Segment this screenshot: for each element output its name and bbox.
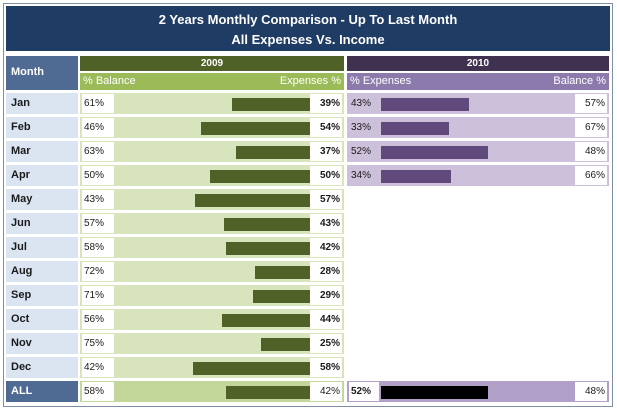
total-label: ALL xyxy=(6,381,78,402)
cell-2010: 33% 67% xyxy=(347,117,609,138)
expense-bar-2009 xyxy=(225,242,312,255)
month-column-header: Month xyxy=(6,56,78,90)
cell-2009: 57% 43% xyxy=(80,213,344,234)
expenses-pct-2010: 33% xyxy=(351,122,372,133)
expenses-pct-2009: 42% xyxy=(310,238,342,257)
balance-pct-2009: 75% xyxy=(82,334,114,353)
balance-pct-2009: 42% xyxy=(82,358,114,377)
expense-bar-2009 xyxy=(209,170,312,183)
expense-bar-2009 xyxy=(201,122,312,135)
expense-bar-2009 xyxy=(254,266,312,279)
cell-2009: 71% 29% xyxy=(80,285,344,306)
expense-bar-2009 xyxy=(236,146,312,159)
expense-bar-2009 xyxy=(195,194,312,207)
expense-bar-2010 xyxy=(381,386,488,399)
expense-bar-2009 xyxy=(223,218,312,231)
month-label: Feb xyxy=(6,117,78,138)
expenses-header-2009: Expenses % xyxy=(279,75,341,87)
expense-bar-2009 xyxy=(252,290,312,303)
expense-bar-2010 xyxy=(381,170,451,183)
balance-pct-2009: 58% xyxy=(82,382,114,401)
expenses-pct-2009: 39% xyxy=(310,94,342,113)
balance-pct-2009: 61% xyxy=(82,94,114,113)
expenses-pct-2009: 58% xyxy=(310,358,342,377)
expenses-pct-2009: 29% xyxy=(310,286,342,305)
balance-pct-2009: 43% xyxy=(82,190,114,209)
cell-2009: 58% 42% xyxy=(80,237,344,258)
balance-header-2009: % Balance xyxy=(83,75,136,87)
year-2010-header: 2010 xyxy=(347,56,609,71)
month-label: May xyxy=(6,189,78,210)
year-2010-subheader: % Expenses Balance % xyxy=(347,73,609,90)
cell-2010: 52% 48% xyxy=(347,381,609,402)
expenses-pct-2010: 52% xyxy=(351,146,372,157)
expenses-header-2010: % Expenses xyxy=(350,75,412,87)
expense-bar-2009 xyxy=(193,362,312,375)
cell-2009: 61% 39% xyxy=(80,93,344,114)
expenses-pct-2010: 43% xyxy=(351,98,372,109)
balance-pct-2010: 67% xyxy=(575,118,607,137)
balance-pct-2009: 71% xyxy=(82,286,114,305)
balance-pct-2009: 72% xyxy=(82,262,114,281)
balance-pct-2009: 63% xyxy=(82,142,114,161)
month-label: Nov xyxy=(6,333,78,354)
expense-bar-2009 xyxy=(232,98,312,111)
month-label: Jan xyxy=(6,93,78,114)
expenses-pct-2009: 42% xyxy=(310,382,342,401)
expenses-pct-2009: 28% xyxy=(310,262,342,281)
cell-2009: 56% 44% xyxy=(80,309,344,330)
expense-bar-2009 xyxy=(225,386,312,399)
balance-header-2010: Balance % xyxy=(553,75,606,87)
expenses-pct-2009: 25% xyxy=(310,334,342,353)
cell-2009: 63% 37% xyxy=(80,141,344,162)
expense-bar-2010 xyxy=(381,146,488,159)
expense-bar-2010 xyxy=(381,122,449,135)
expenses-pct-2009: 37% xyxy=(310,142,342,161)
comparison-table: 2 Years Monthly Comparison - Up To Last … xyxy=(3,3,613,407)
chart-title: 2 Years Monthly Comparison - Up To Last … xyxy=(158,12,458,27)
balance-pct-2009: 56% xyxy=(82,310,114,329)
cell-2010: 43% 57% xyxy=(347,93,609,114)
balance-pct-2010: 48% xyxy=(575,142,607,161)
year-2009-subheader: % Balance Expenses % xyxy=(80,73,344,90)
cell-2009: 72% 28% xyxy=(80,261,344,282)
month-label: Apr xyxy=(6,165,78,186)
month-label: Mar xyxy=(6,141,78,162)
cell-2009: 58% 42% xyxy=(80,381,344,402)
cell-2009: 43% 57% xyxy=(80,189,344,210)
cell-2009: 75% 25% xyxy=(80,333,344,354)
balance-pct-2009: 57% xyxy=(82,214,114,233)
cell-2010: 52% 48% xyxy=(347,141,609,162)
cell-2009: 42% 58% xyxy=(80,357,344,378)
month-label: Jun xyxy=(6,213,78,234)
month-label: Aug xyxy=(6,261,78,282)
expenses-pct-2010: 34% xyxy=(351,170,372,181)
year-2009-header: 2009 xyxy=(80,56,344,71)
expense-bar-2010 xyxy=(381,98,470,111)
cell-2009: 46% 54% xyxy=(80,117,344,138)
balance-pct-2009: 50% xyxy=(82,166,114,185)
month-label: Jul xyxy=(6,237,78,258)
balance-pct-2010: 48% xyxy=(575,382,607,401)
balance-pct-2010: 57% xyxy=(575,94,607,113)
expenses-pct-2009: 44% xyxy=(310,310,342,329)
table-header: 2 Years Monthly Comparison - Up To Last … xyxy=(6,6,610,51)
balance-pct-2010: 66% xyxy=(575,166,607,185)
chart-subtitle: All Expenses Vs. Income xyxy=(231,32,385,47)
month-label: Sep xyxy=(6,285,78,306)
balance-pct-2009: 46% xyxy=(82,118,114,137)
cell-2010: 34% 66% xyxy=(347,165,609,186)
expense-bar-2009 xyxy=(260,338,312,351)
expenses-pct-2009: 43% xyxy=(310,214,342,233)
month-label: Oct xyxy=(6,309,78,330)
month-label: Dec xyxy=(6,357,78,378)
expenses-pct-2010: 52% xyxy=(349,382,379,401)
expenses-pct-2009: 50% xyxy=(310,166,342,185)
cell-2009: 50% 50% xyxy=(80,165,344,186)
expenses-pct-2009: 57% xyxy=(310,190,342,209)
expenses-pct-2009: 54% xyxy=(310,118,342,137)
balance-pct-2009: 58% xyxy=(82,238,114,257)
year-separator xyxy=(344,56,347,404)
expense-bar-2009 xyxy=(221,314,312,327)
